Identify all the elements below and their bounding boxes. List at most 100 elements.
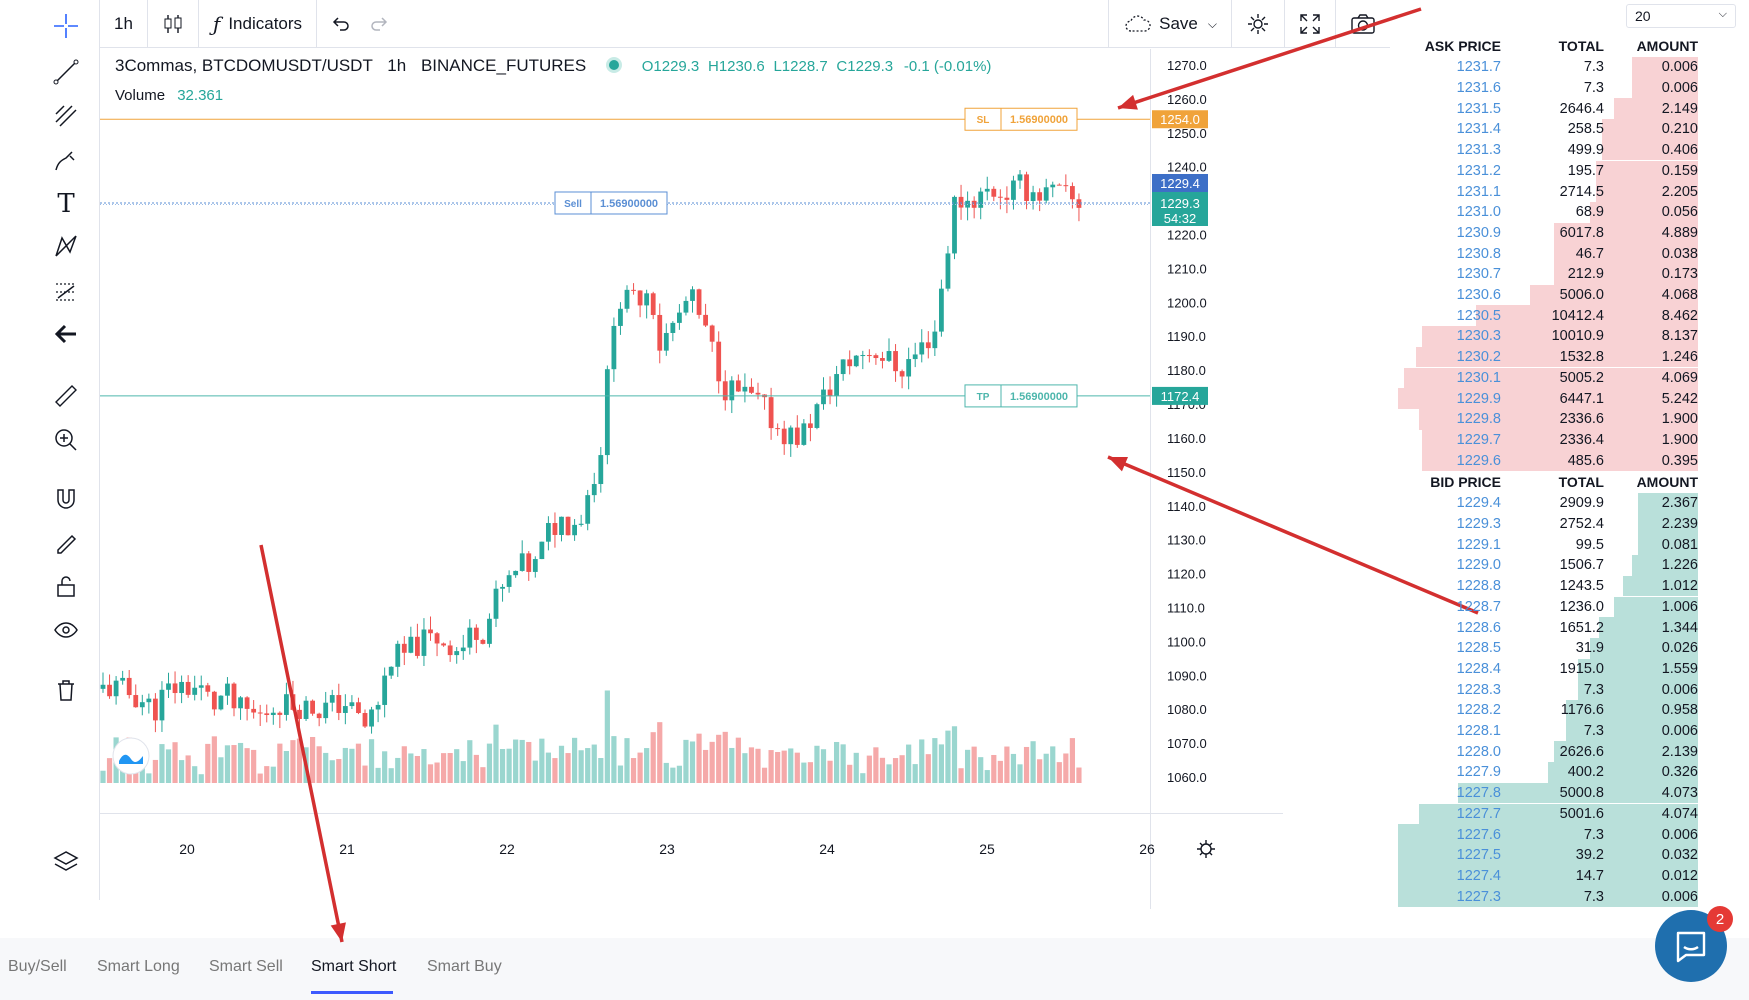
- volume-bar: [879, 757, 886, 783]
- undo-button[interactable]: [317, 0, 365, 48]
- ask-row[interactable]: 1231.2 195.7 0.159: [1398, 160, 1698, 182]
- chart-canvas[interactable]: 1270.01260.01250.01240.01230.01220.01210…: [100, 49, 1283, 909]
- ask-row[interactable]: 1231.6 7.3 0.006: [1398, 77, 1698, 99]
- bid-row[interactable]: 1229.0 1506.7 1.226: [1398, 555, 1698, 576]
- depth-select[interactable]: 20 ⌵: [1626, 4, 1736, 28]
- ask-amount: 4.069: [1661, 369, 1698, 386]
- volume-bar: [257, 773, 263, 783]
- bid-row[interactable]: 1228.2 1176.6 0.958: [1398, 700, 1698, 721]
- back-arrow-icon[interactable]: [46, 314, 86, 354]
- ask-row[interactable]: 1231.4 258.5 0.210: [1398, 119, 1698, 140]
- ask-row[interactable]: 1230.1 5005.2 4.069: [1398, 367, 1698, 389]
- pattern-tool-icon[interactable]: [46, 226, 86, 266]
- indicators-button[interactable]: ƒ Indicators: [199, 0, 318, 48]
- indicators-label: Indicators: [228, 13, 303, 33]
- candle-body: [1030, 192, 1036, 201]
- bid-row[interactable]: 1227.4 14.7 0.012: [1398, 865, 1698, 887]
- redo-button[interactable]: [365, 0, 403, 48]
- ruler-icon[interactable]: [46, 376, 86, 416]
- bid-row[interactable]: 1227.7 5001.6 4.074: [1398, 803, 1698, 825]
- candle-body: [860, 355, 866, 357]
- text-tool-icon[interactable]: T: [57, 189, 75, 219]
- volume-bar: [644, 748, 650, 783]
- zoom-icon[interactable]: [46, 420, 86, 460]
- tab-smart-buy[interactable]: Smart Buy: [427, 958, 502, 975]
- volume-bar: [303, 747, 309, 783]
- candle-body: [958, 196, 964, 208]
- ask-row[interactable]: 1230.5 10412.4 8.462: [1398, 305, 1698, 327]
- ask-total: 258.5: [1567, 121, 1604, 138]
- price-chart[interactable]: 1270.01260.01250.01240.01230.01220.01210…: [100, 49, 1283, 909]
- tab-smart-short[interactable]: Smart Short: [311, 958, 397, 975]
- ask-row[interactable]: 1231.7 7.3 0.006: [1398, 57, 1698, 78]
- volume-bar: [1063, 753, 1069, 783]
- ask-row[interactable]: 1231.5 2646.4 2.149: [1398, 98, 1698, 120]
- crosshair-icon[interactable]: [46, 6, 86, 46]
- candle-body: [487, 618, 492, 644]
- fullscreen-button[interactable]: [1285, 0, 1336, 48]
- bid-row[interactable]: 1228.0 2626.6 2.139: [1398, 741, 1698, 763]
- bid-row[interactable]: 1229.1 99.5 0.081: [1398, 534, 1698, 556]
- candle-body: [952, 196, 957, 254]
- candle-body: [788, 427, 794, 445]
- bid-row[interactable]: 1227.8 5000.8 4.073: [1398, 782, 1698, 804]
- magnet-icon[interactable]: [46, 478, 86, 518]
- brush-icon[interactable]: [46, 140, 86, 180]
- ask-total: 7.3: [1583, 80, 1604, 97]
- chart-type-button[interactable]: [148, 0, 199, 48]
- ask-row[interactable]: 1231.1 2714.5 2.205: [1398, 181, 1698, 202]
- save-button[interactable]: Save ⌵: [1108, 0, 1232, 48]
- ask-row[interactable]: 1230.2 1532.8 1.246: [1398, 346, 1698, 368]
- ask-row[interactable]: 1229.8 2336.6 1.900: [1398, 408, 1698, 430]
- fullscreen-icon: [1300, 14, 1320, 34]
- bid-amount: 2.139: [1661, 743, 1698, 760]
- ask-row[interactable]: 1229.6 485.6 0.395: [1398, 450, 1698, 471]
- candle-body: [225, 683, 230, 696]
- bid-row[interactable]: 1227.3 7.3 0.006: [1398, 886, 1698, 907]
- interval-button[interactable]: 1h: [100, 0, 148, 48]
- ask-row[interactable]: 1231.3 499.9 0.406: [1398, 139, 1698, 161]
- bid-row[interactable]: 1227.9 400.2 0.326: [1398, 762, 1698, 783]
- unlock-icon[interactable]: [46, 566, 86, 606]
- ask-row[interactable]: 1230.8 46.7 0.038: [1398, 243, 1698, 264]
- ask-amount: 0.173: [1661, 266, 1698, 283]
- candle-body: [329, 695, 335, 703]
- ask-total: 7.3: [1583, 59, 1604, 76]
- candle-body: [500, 586, 505, 589]
- price-tick: 1120.0: [1167, 567, 1206, 582]
- bid-row[interactable]: 1229.4 2909.9 2.367: [1398, 493, 1698, 514]
- bid-row[interactable]: 1228.5 31.9 0.026: [1398, 637, 1698, 659]
- ask-row[interactable]: 1231.0 68.9 0.056: [1398, 201, 1698, 223]
- settings-button[interactable]: [1232, 0, 1285, 48]
- bid-row[interactable]: 1228.4 1915.0 1.559: [1398, 658, 1698, 680]
- trend-line-icon[interactable]: [46, 52, 86, 92]
- ask-row[interactable]: 1229.9 6447.1 5.242: [1398, 388, 1698, 409]
- bid-row[interactable]: 1227.6 7.3 0.006: [1398, 824, 1698, 845]
- bid-row[interactable]: 1228.7 1236.0 1.006: [1398, 596, 1698, 618]
- trash-icon[interactable]: [46, 670, 86, 710]
- prediction-tool-icon[interactable]: [46, 270, 86, 310]
- ask-row[interactable]: 1229.7 2336.4 1.900: [1398, 429, 1698, 451]
- bid-row[interactable]: 1228.1 7.3 0.006: [1398, 720, 1698, 742]
- tab-buy-sell[interactable]: Buy/Sell: [8, 958, 67, 975]
- bid-price: 1229.3: [1456, 516, 1501, 533]
- ask-row[interactable]: 1230.7 212.9 0.173: [1398, 264, 1698, 285]
- layers-icon[interactable]: [46, 842, 86, 882]
- ask-row[interactable]: 1230.3 10010.9 8.137: [1398, 326, 1698, 347]
- eye-icon[interactable]: [46, 610, 86, 650]
- bid-row[interactable]: 1229.3 2752.4 2.239: [1398, 513, 1698, 535]
- ask-row[interactable]: 1230.9 6017.8 4.889: [1398, 222, 1698, 244]
- screenshot-button[interactable]: [1336, 0, 1390, 48]
- bid-row[interactable]: 1228.6 1651.2 1.344: [1398, 617, 1698, 638]
- volume-bar: [401, 746, 407, 783]
- bid-row[interactable]: 1228.3 7.3 0.006: [1398, 679, 1698, 700]
- tab-smart-long[interactable]: Smart Long: [97, 958, 180, 975]
- bid-total: 5000.8: [1559, 785, 1604, 802]
- bid-row[interactable]: 1227.5 39.2 0.032: [1398, 844, 1698, 866]
- ask-row[interactable]: 1230.6 5006.0 4.068: [1398, 284, 1698, 306]
- tab-smart-sell[interactable]: Smart Sell: [209, 958, 283, 975]
- bid-depth-bar: [1578, 679, 1698, 700]
- bid-row[interactable]: 1228.8 1243.5 1.012: [1398, 575, 1698, 597]
- fib-tool-icon[interactable]: [46, 96, 86, 136]
- lock-drawing-icon[interactable]: [46, 522, 86, 562]
